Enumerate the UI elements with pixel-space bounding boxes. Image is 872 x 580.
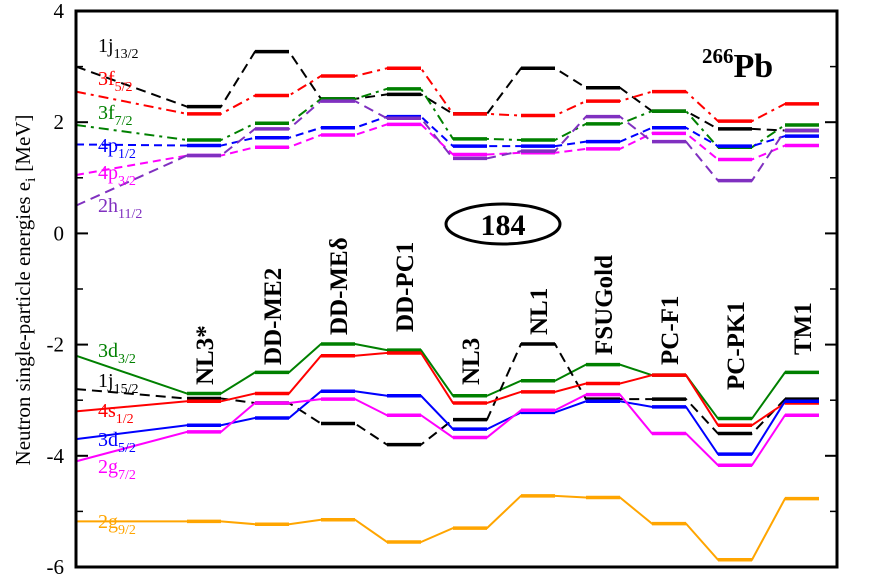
level-label: 2g7/2: [98, 456, 136, 483]
model-label: NL3: [458, 338, 485, 385]
level-label-main: 3d: [98, 429, 118, 451]
model-labels: NL3* DD-ME2 DD-MEδ DD-PC1 NL3 NL1 FSUGold PC-F1…: [192, 237, 817, 390]
level-label-main: 2h: [98, 195, 118, 217]
y-axis-label-sub: i: [23, 178, 39, 182]
model-label: DD-ME2: [260, 268, 287, 365]
y-axis-label: Neutron single-particle energies ei [MeV]: [11, 115, 39, 466]
y-tick-label: 2: [54, 110, 65, 134]
model-label: DD-PC1: [392, 242, 419, 332]
level-label-main: 3d: [98, 340, 118, 362]
y-axis-label-unit: [MeV]: [11, 115, 35, 172]
y-tick-label: 4: [54, 0, 65, 23]
level-label-sub: 15/2: [114, 382, 139, 397]
level-label-sub: 13/2: [114, 47, 139, 62]
level-label: 3f7/2: [98, 102, 133, 129]
level-label-main: 2g: [98, 511, 118, 533]
level-label-sub: 7/2: [118, 468, 136, 483]
level-label: 2h11/2: [98, 195, 142, 222]
level-label-sub: 1/2: [118, 147, 136, 162]
level-label-sub: 3/2: [118, 352, 136, 367]
level-label-main: 3f: [98, 68, 115, 90]
series-line-2g-9-2: [76, 494, 819, 561]
level-label: 3d5/2: [98, 429, 136, 456]
level-label-main: 4p: [98, 135, 118, 157]
model-label: DD-MEδ: [326, 237, 353, 335]
nucleus-symbol: Pb: [734, 48, 774, 85]
model-label: NL3*: [192, 325, 219, 385]
level-label-sub: 1/2: [116, 412, 134, 427]
model-label: NL1: [526, 288, 553, 335]
level-label-main: 1j: [98, 35, 114, 57]
level-label-sub: 7/2: [115, 114, 133, 129]
level-label-sub: 9/2: [118, 523, 136, 538]
level-label-sub: 3/2: [118, 174, 136, 189]
model-label: PC-PK1: [723, 301, 750, 390]
plot-frame: [74, 9, 839, 569]
series-line-4p-1-2: [75, 115, 819, 148]
level-label: 2g9/2: [98, 511, 136, 538]
y-axis-label-main: Neutron single-particle energies e: [11, 182, 35, 466]
nucleus-label: 266Pb: [702, 44, 773, 85]
level-label: 4s1/2: [98, 400, 134, 427]
level-label-sub: 5/2: [118, 441, 136, 456]
model-label: FSUGold: [591, 255, 618, 355]
level-label: 3d3/2: [98, 340, 136, 367]
level-labels: 1j13/23f5/23f7/24p1/24p3/22h11/23d3/21j1…: [98, 35, 142, 538]
level-label-main: 4s: [98, 400, 116, 422]
level-label: 3f5/2: [98, 68, 133, 95]
level-label-main: 4p: [98, 162, 118, 184]
level-label-sub: 11/2: [118, 207, 142, 222]
magic-number-label: 184: [481, 209, 526, 242]
level-label: 1j15/2: [98, 370, 138, 397]
magic-number-ellipse: [444, 202, 562, 246]
level-lines: [75, 49, 819, 562]
series-line-2h-11-2: [75, 100, 819, 207]
level-label: 4p3/2: [98, 162, 136, 189]
y-axis-ticks: 4 2 0 -2 -4 -6: [47, 0, 837, 579]
y-tick-label: -2: [47, 333, 65, 357]
level-label-sub: 5/2: [115, 80, 133, 95]
level-label-main: 2g: [98, 456, 118, 478]
nucleus-mass: 266: [702, 44, 734, 68]
level-label: 1j13/2: [98, 35, 138, 62]
y-tick-label: -4: [47, 444, 65, 468]
level-label-main: 3f: [98, 102, 115, 124]
model-label: TM1: [790, 302, 817, 355]
y-tick-label: -6: [47, 555, 65, 579]
level-label: 4p1/2: [98, 135, 136, 162]
level-label-main: 1j: [98, 370, 114, 392]
y-tick-label: 0: [54, 221, 65, 245]
model-label: PC-F1: [657, 296, 684, 365]
